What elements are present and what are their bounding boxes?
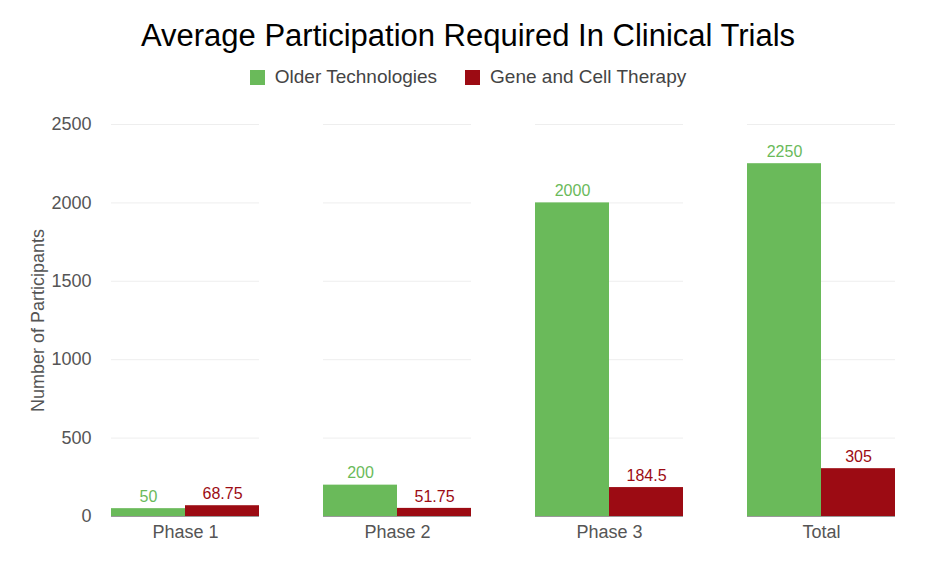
svg-text:0: 0 [81,506,91,526]
svg-text:2250: 2250 [767,143,803,160]
svg-text:2500: 2500 [51,114,91,134]
svg-text:500: 500 [61,428,91,448]
svg-text:68.75: 68.75 [202,485,242,502]
html-text:Average Participation Required: Average Participation Required In Clinic… [140,18,796,53]
svg-text:Total: Total [802,522,840,542]
svg-text:Phase 3: Phase 3 [576,522,642,542]
svg-text:184.5: 184.5 [626,467,666,484]
svg-text:Number of Participants: Number of Participants [28,229,48,412]
html-text:Gene and Cell Therapy: Gene and Cell Therapy [490,66,687,87]
svg-text:Phase 2: Phase 2 [364,522,430,542]
svg-text:2000: 2000 [51,193,91,213]
svg-text:51.75: 51.75 [414,488,454,505]
svg-text:Phase 1: Phase 1 [152,522,218,542]
svg-text:1500: 1500 [51,271,91,291]
svg-text:200: 200 [347,464,374,481]
svg-text:305: 305 [845,448,872,465]
svg-text:50: 50 [140,488,158,505]
svg-text:1000: 1000 [51,349,91,369]
svg-text:2000: 2000 [555,182,591,199]
html-text:Older Technologies: Older Technologies [274,66,438,87]
